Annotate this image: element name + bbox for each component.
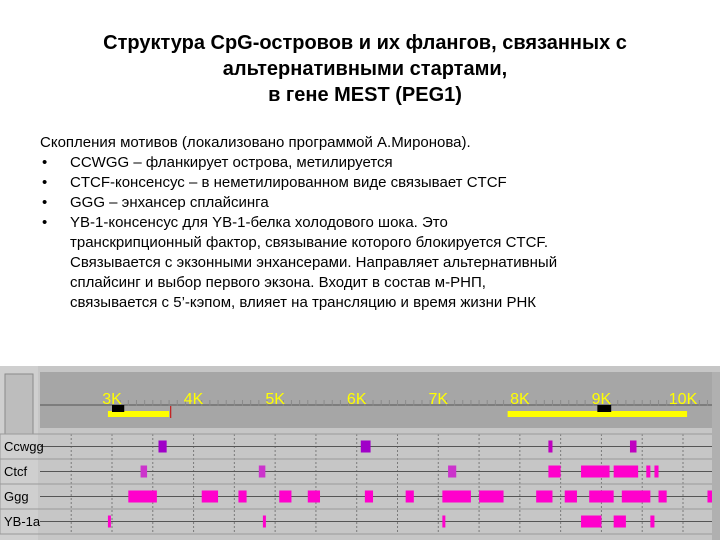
motif-mark [536,490,553,503]
motif-mark [360,440,371,453]
axis-tick-label: 9K [592,391,612,408]
motif-mark [279,490,292,503]
motif-mark [707,490,716,503]
track-label: Ctcf [4,464,28,479]
motif-list: • CCWGG – фланкирует острова, метилирует… [40,153,700,313]
bullet-marker: • [42,214,48,231]
motif-mark [646,465,651,478]
exon-block [112,405,125,412]
axis-tick-label: 7K [428,391,448,408]
axis-tick-label: 5K [265,391,285,408]
track-label: Ggg [4,489,29,504]
list-item: • YB-1-консенсус для YB-1-белка холодово… [40,213,700,313]
cpg-island-bar [507,411,688,417]
motif-mark [201,490,219,503]
motif-mark [548,440,553,453]
bullet-text-line: YB-1-консенсус для YB-1-белка холодового… [70,214,448,231]
cpg-island-bar [107,411,170,417]
panel-edge [712,372,720,540]
motif-mark [564,490,577,503]
motif-mark [479,490,504,503]
motif-mark [548,465,561,478]
title-line-3: в гене MEST (PEG1) [268,84,462,106]
title-line-2: альтернативными стартами, [222,58,508,80]
motif-mark [613,515,626,528]
axis-tick-label: 3K [102,391,122,408]
bullet-marker: • [42,194,48,211]
motif-mark [364,490,374,503]
motif-mark [621,490,651,503]
bullet-text-line: транскрипционный фактор, связывание кото… [70,234,549,251]
motif-mark [258,465,266,478]
bullet-text-line: связывается с 5’-кэпом, влияет на трансл… [70,294,537,311]
motif-mark [238,490,247,503]
exon-block [597,405,612,412]
motif-mark [442,515,446,528]
bullet-text: CTCF-консенсус – в неметилированном виде… [70,174,507,191]
motif-mark [107,515,111,528]
axis-tick-label: 4K [184,391,204,408]
track-frame [0,508,720,535]
track-label: Ccwgg [4,439,44,454]
genome-browser-figure: 3K 4K 5K 6K 7K 8K 9K 10K Ccwgg Ctcf Ggg YB-1a [0,366,720,540]
axis-tick-label: 8K [510,391,530,408]
axis-tick-label: 6K [347,391,367,408]
ruler-area [40,372,712,428]
motif-mark [405,490,414,503]
list-item: • CCWGG – фланкирует острова, метилирует… [40,153,700,173]
motif-mark [613,465,639,478]
body-text: Скопления мотивов (локализовано программ… [40,133,700,313]
bullet-text-line: сплайсинг и выбор первого экзона. Входит… [70,274,486,291]
bullet-marker: • [42,174,48,191]
bullet-marker: • [42,154,48,171]
motif-mark [581,465,610,478]
motif-mark [158,440,167,453]
title-line-1: Структура CpG-островов и их флангов, свя… [103,32,627,54]
axis-tick-label: 10K [669,391,698,408]
bullet-text-line: Связывается с экзонными энхансерами. Нап… [70,254,558,271]
motif-mark [650,515,655,528]
motif-mark [629,440,637,453]
slide-title: Структура CpG-островов и их флангов, свя… [40,30,690,108]
genome-browser-panel: 3K 4K 5K 6K 7K 8K 9K 10K Ccwgg Ctcf Ggg YB-1a [0,366,720,540]
list-item: • CTCF-консенсус – в неметилированном ви… [40,173,700,193]
bullet-text: GGG – энхансер сплайсинга [70,194,269,211]
motif-mark [581,515,602,528]
motif-mark [140,465,148,478]
motif-mark [128,490,157,503]
motif-mark [442,490,471,503]
track-label: YB-1a [4,514,41,529]
motif-mark [262,515,266,528]
motif-mark [654,465,659,478]
list-item: • GGG – энхансер сплайсинга [40,193,700,213]
motif-mark [589,490,614,503]
label-column-header [4,373,34,435]
ruler-baseline [40,404,712,406]
motif-mark [307,490,321,503]
intro-text: Скопления мотивов (локализовано программ… [40,134,471,151]
bullet-text: CCWGG – фланкирует острова, метилируется [70,154,393,171]
motif-mark [448,465,457,478]
motif-mark [658,490,667,503]
